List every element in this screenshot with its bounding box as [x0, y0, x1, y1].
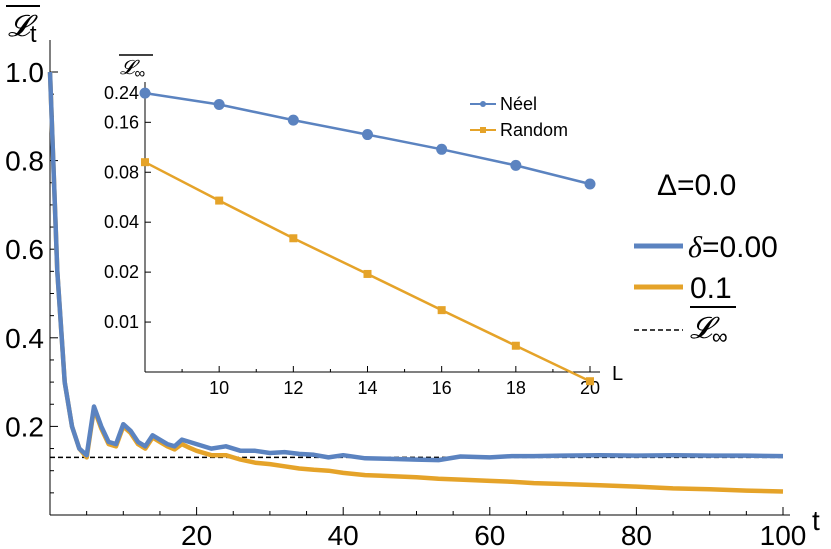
legend-ref-sub: ∞: [712, 324, 728, 349]
inset-series-layer: [139, 87, 596, 386]
inset-ticks: 10 12 14 16 18 20 0.01 0.02 0.04 0.08 0.16 0.24: [104, 83, 600, 398]
legend-entry-random: 0.1: [690, 272, 732, 305]
legend-entry-reference: 𝓛∞: [690, 312, 728, 349]
inset-ytick-label: 0.04: [104, 212, 139, 232]
main-ytick-label: 0.8: [5, 146, 44, 177]
inset-point-neel: [213, 98, 225, 110]
main-series-neel: [47, 71, 784, 463]
inset-ytick-label: 0.16: [104, 112, 139, 132]
inset-point-neel: [436, 143, 448, 155]
inset-point-random: [289, 234, 298, 243]
legend-title: Δ=0.0: [657, 169, 736, 202]
legend-entry-neel-text: =0.00: [702, 231, 778, 264]
inset-xtick-label: 20: [580, 378, 600, 398]
legend-entry-neel: δ=0.00: [688, 231, 778, 264]
inset-legend-neel: Néel: [500, 94, 537, 114]
main-ylabel-sub: t: [30, 21, 37, 48]
inset-ytick-label: 0.08: [104, 162, 139, 182]
inset-point-neel: [510, 159, 522, 171]
inset-point-random: [215, 196, 224, 205]
inset-xtick-label: 16: [432, 378, 452, 398]
main-xtick-label: 20: [181, 520, 212, 549]
main-legend: Δ=0.0 δ=0.00 0.1 𝓛∞: [634, 169, 778, 349]
main-ytick-label: 1.0: [5, 57, 44, 88]
inset-ytick-label: 0.01: [104, 312, 139, 332]
main-xtick-label: 40: [328, 520, 359, 549]
inset-point-random: [437, 306, 446, 315]
inset-point-random: [511, 341, 520, 350]
inset-legend-random: Random: [500, 120, 568, 140]
main-ytick-label: 0.2: [5, 411, 44, 442]
main-series-layer: [47, 71, 784, 494]
main-ytick-label: 0.6: [5, 234, 44, 265]
inset-legend-marker-neel: [480, 101, 486, 107]
inset-ytick-label: 0.02: [104, 262, 139, 282]
main-axes: 20 40 60 80 100 0.2 0.4 0.6 0.8 1.0 𝓛t t: [5, 5, 820, 549]
inset-xtick-label: 10: [209, 378, 229, 398]
main-xlabel: t: [812, 505, 820, 536]
inset-background: [145, 75, 605, 375]
inset-xtick-label: 14: [357, 378, 377, 398]
main-xtick-label: 60: [474, 520, 505, 549]
inset-xtick-label: 12: [283, 378, 303, 398]
inset-xtick-label: 18: [506, 378, 526, 398]
inset-point-neel: [584, 178, 596, 190]
inset-chart: 10 12 14 16 18 200.010.020.040.080.160.24 𝓛∞ …: [104, 54, 623, 398]
main-ticks: 20 40 60 80 100 0.2 0.4 0.6 0.8 1.0: [5, 57, 806, 549]
main-ytick-label: 0.4: [5, 323, 44, 354]
inset-legend: Néel Random: [470, 94, 568, 140]
inset-point-neel: [139, 87, 151, 99]
inset-point-random: [141, 158, 149, 167]
inset-ylabel: 𝓛∞: [120, 57, 146, 82]
main-xtick-label: 80: [621, 520, 652, 549]
inset-point-random: [363, 269, 372, 278]
inset-xlabel: L: [612, 363, 623, 385]
inset-point-random: [586, 377, 594, 386]
legend-entry-neel-symbol: δ: [688, 231, 703, 264]
inset-point-neel: [362, 129, 373, 141]
inset-legend-marker-random: [480, 127, 486, 133]
main-xtick-label: 100: [760, 520, 807, 549]
inset-ylabel-sub: ∞: [135, 65, 146, 82]
inset-ytick-label: 0.24: [104, 83, 139, 103]
main-ylabel: 𝓛t: [8, 10, 38, 48]
inset-point-neel: [287, 114, 299, 126]
